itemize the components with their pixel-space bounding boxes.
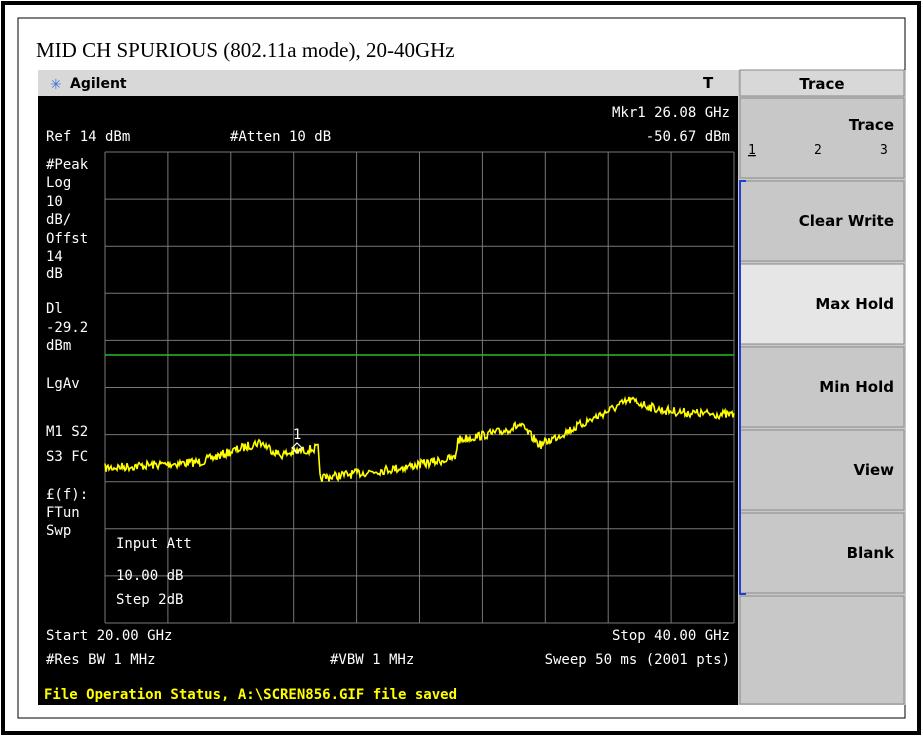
- left-label: Log: [46, 175, 71, 191]
- menu-title-box: [739, 69, 905, 97]
- softkey-option: 2: [814, 143, 822, 158]
- left-label: dB/: [46, 212, 71, 228]
- softkey-label: Min Hold: [819, 378, 894, 396]
- left-label: S3 FC: [46, 449, 88, 465]
- softkey[interactable]: [739, 180, 905, 262]
- softkey[interactable]: [739, 97, 905, 179]
- title-bar: [38, 70, 738, 96]
- brand: Agilent: [70, 76, 127, 92]
- left-label: dB: [46, 266, 63, 282]
- softkey-label: Max Hold: [815, 295, 894, 313]
- active-function-step: Step 2dB: [116, 592, 183, 608]
- marker-diamond: [291, 442, 303, 454]
- status-text: File Operation Status, A:\SCREN856.GIF f…: [44, 687, 457, 703]
- left-label: -29.2: [46, 320, 88, 336]
- start-freq: Start 20.00 GHz: [46, 628, 172, 644]
- sweep: Sweep 50 ms (2001 pts): [545, 652, 730, 668]
- indicator: T: [703, 74, 714, 92]
- attenuation: #Atten 10 dB: [230, 129, 331, 145]
- logo: ✳: [50, 77, 62, 93]
- left-label: 14: [46, 249, 63, 265]
- ref-level: Ref 14 dBm: [46, 129, 130, 145]
- softkey-option: 1: [748, 143, 756, 158]
- left-label: FTun: [46, 505, 80, 521]
- status-bar: [38, 683, 738, 705]
- softkey-label: View: [853, 461, 894, 479]
- menu-title: Trace: [799, 75, 844, 93]
- softkey-option: 3: [880, 143, 888, 158]
- page-title: MID CH SPURIOUS (802.11a mode), 20-40GHz: [36, 38, 455, 62]
- marker-label: 1: [293, 427, 301, 443]
- rbw: #Res BW 1 MHz: [46, 652, 156, 668]
- active-function-value: 10.00 dB: [116, 568, 183, 584]
- trace: [104, 395, 735, 483]
- marker-level: -50.67 dBm: [646, 129, 730, 145]
- vbw: #VBW 1 MHz: [330, 652, 414, 668]
- stop-freq: Stop 40.00 GHz: [612, 628, 730, 644]
- left-label: LgAv: [46, 376, 80, 392]
- softkey-label: Clear Write: [799, 212, 894, 230]
- left-label: M1 S2: [46, 424, 88, 440]
- softkey[interactable]: [739, 429, 905, 511]
- softkey-empty: [739, 595, 905, 705]
- menu-bracket: [739, 180, 746, 595]
- softkey-label: Trace: [849, 116, 894, 134]
- marker-readout: Mkr1 26.08 GHz: [612, 105, 730, 121]
- left-label: dBm: [46, 338, 71, 354]
- active-function-name: Input Att: [116, 536, 192, 552]
- display: [38, 96, 738, 683]
- left-label: Offst: [46, 231, 88, 247]
- softkey[interactable]: [739, 346, 905, 428]
- left-label: 10: [46, 194, 63, 210]
- left-label: Dl: [46, 301, 63, 317]
- left-label: Swp: [46, 523, 71, 539]
- left-label: £(f):: [46, 487, 88, 503]
- left-label: #Peak: [46, 157, 89, 173]
- softkey[interactable]: [739, 263, 905, 345]
- softkey-label: Blank: [847, 544, 895, 562]
- softkey[interactable]: [739, 512, 905, 594]
